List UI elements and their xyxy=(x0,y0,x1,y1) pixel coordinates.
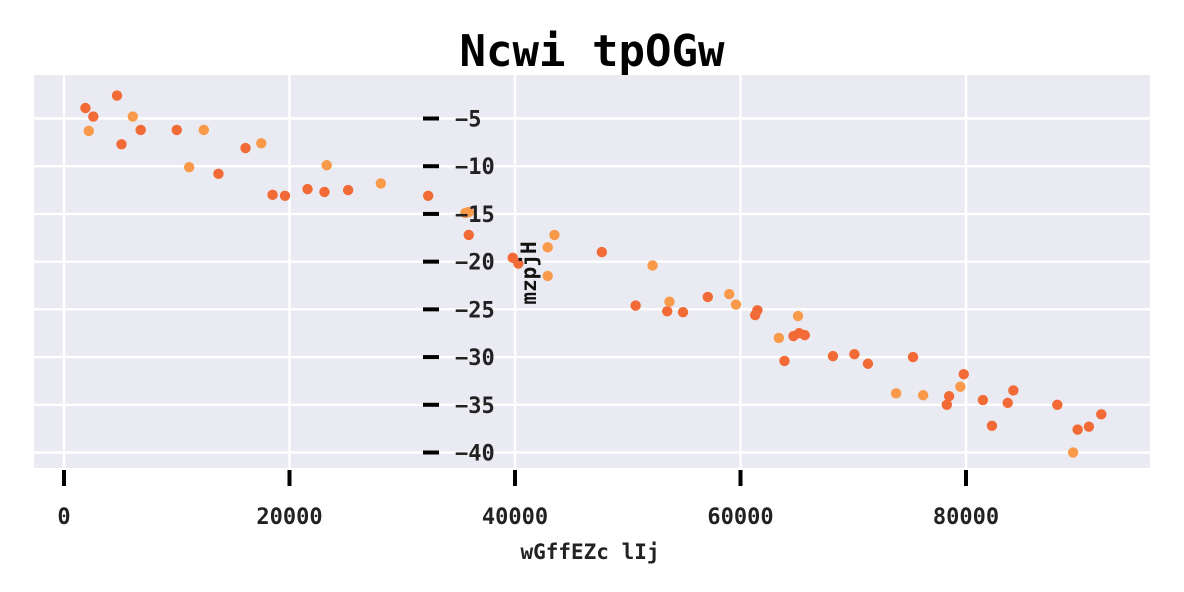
data-point xyxy=(319,186,330,198)
data-point xyxy=(213,168,224,180)
data-point xyxy=(890,388,902,399)
x-tick-label: 80000 xyxy=(933,505,999,530)
data-point xyxy=(862,358,874,369)
data-point xyxy=(171,124,182,136)
y-axis: −5 −10 −15 −20 −25 −30 −35 −40 xyxy=(423,108,495,467)
data-point xyxy=(917,390,929,401)
data-point xyxy=(1067,447,1079,458)
x-tick-label: 20000 xyxy=(256,505,322,530)
data-point xyxy=(1002,397,1013,409)
data-point xyxy=(955,381,966,392)
data-point xyxy=(958,369,969,380)
data-point xyxy=(1083,421,1095,432)
x-axis-label: wGffEZc lIj xyxy=(520,540,659,564)
data-point xyxy=(198,124,210,136)
data-point xyxy=(83,125,95,137)
data-point xyxy=(647,260,658,271)
data-point xyxy=(463,206,474,218)
chart-title: Ncwi tpOGw xyxy=(460,26,725,77)
y-tick-label: −25 xyxy=(455,298,495,323)
x-tick-label: 40000 xyxy=(482,505,548,530)
data-point xyxy=(111,90,123,101)
x-tick-label: 60000 xyxy=(707,505,773,530)
data-point xyxy=(799,329,810,341)
data-point xyxy=(542,270,553,282)
data-point xyxy=(240,142,251,154)
plot-background xyxy=(34,75,1150,468)
data-point xyxy=(375,178,387,189)
data-point xyxy=(513,258,524,269)
y-tick-label: −10 xyxy=(455,155,495,180)
grid-lines xyxy=(34,75,1150,468)
data-point xyxy=(302,183,313,195)
data-point xyxy=(664,296,675,307)
data-point xyxy=(773,332,785,344)
data-point xyxy=(279,190,291,201)
x-axis: 0 20000 40000 60000 80000 xyxy=(57,470,999,530)
data-point xyxy=(986,420,998,431)
y-tick-label: −30 xyxy=(455,346,495,371)
data-point xyxy=(630,300,641,311)
data-point xyxy=(849,349,860,360)
data-point xyxy=(943,390,955,402)
data-point xyxy=(1096,409,1107,420)
y-tick-label: −35 xyxy=(455,394,495,419)
data-point xyxy=(321,160,332,171)
data-point xyxy=(724,288,735,300)
data-point xyxy=(1072,424,1083,435)
data-point xyxy=(1008,385,1019,396)
data-point xyxy=(463,229,474,241)
data-point xyxy=(88,111,99,122)
data-point xyxy=(542,242,553,253)
data-point xyxy=(267,189,278,201)
data-point xyxy=(730,299,742,310)
data-point xyxy=(977,394,989,406)
data-point xyxy=(549,229,560,241)
data-point xyxy=(1052,399,1063,410)
data-point xyxy=(342,184,354,196)
y-tick-label: −15 xyxy=(455,203,495,228)
data-point xyxy=(677,307,689,318)
data-point xyxy=(941,399,953,410)
data-point xyxy=(256,138,267,149)
y-tick-label: −40 xyxy=(455,442,495,467)
data-point xyxy=(827,350,839,362)
data-point xyxy=(116,139,127,150)
y-axis-label: mzpjH xyxy=(517,241,541,304)
data-point xyxy=(422,190,434,201)
data-point xyxy=(752,305,763,316)
data-point xyxy=(596,246,608,258)
x-tick-label: 0 xyxy=(57,505,70,530)
data-points xyxy=(80,90,1107,458)
data-point xyxy=(792,310,804,322)
data-point xyxy=(135,124,146,136)
data-point xyxy=(183,161,195,173)
data-point xyxy=(702,291,714,303)
data-point xyxy=(779,355,790,367)
data-point xyxy=(907,351,919,363)
data-point xyxy=(80,102,91,114)
y-tick-label: −20 xyxy=(455,251,495,276)
data-point xyxy=(127,111,138,122)
y-tick-label: −5 xyxy=(455,108,482,133)
data-point xyxy=(662,306,673,317)
